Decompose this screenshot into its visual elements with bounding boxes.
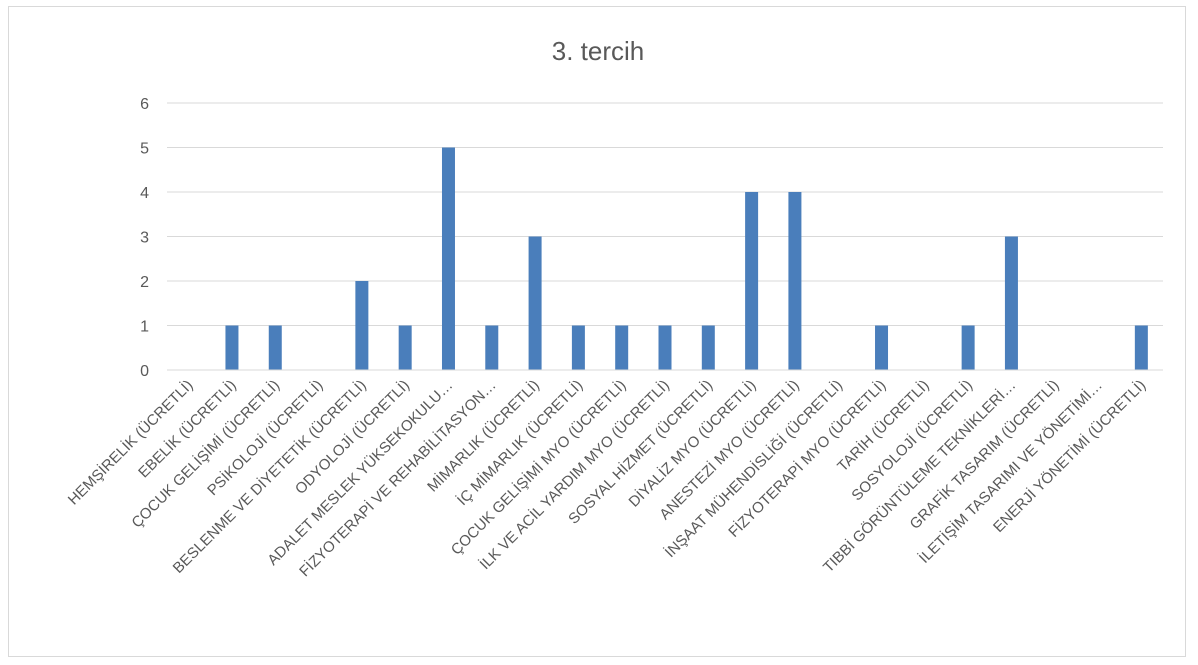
bar	[745, 192, 759, 370]
y-tick-label: 2	[140, 274, 149, 291]
y-tick-label: 4	[140, 185, 149, 202]
y-tick-label: 3	[140, 230, 149, 247]
bar	[1134, 325, 1148, 370]
bar	[961, 325, 975, 370]
bar	[615, 325, 629, 370]
bars	[225, 147, 1148, 370]
bar	[1004, 236, 1018, 370]
x-tick-label: FİZYOTERAPİ VE REHABİLİTASYON…	[296, 376, 500, 580]
x-tick-label: FİZYOTERAPİ MYO (ÜCRETLİ)	[725, 376, 890, 541]
y-tick-label: 5	[140, 141, 149, 158]
bar-chart: 3. tercih 0 1 2 3 4 5 6 HEMŞİRELİK (ÜCRETLİ)EB…	[64, 36, 1163, 580]
bar	[268, 325, 282, 370]
bar	[658, 325, 672, 370]
bar	[701, 325, 715, 370]
bar	[441, 147, 455, 370]
y-tick-label: 1	[140, 319, 149, 336]
gridlines	[167, 102, 1163, 326]
bar	[528, 236, 542, 370]
bar	[875, 325, 889, 370]
bar	[485, 325, 499, 370]
bar	[398, 325, 412, 370]
bar	[355, 281, 369, 370]
bar	[571, 325, 585, 370]
bar	[788, 192, 802, 370]
x-axis-ticks: HEMŞİRELİK (ÜCRETLİ)EBELİK (ÜCRETLİ)ÇOCU…	[64, 376, 1149, 580]
chart-frame: 3. tercih 0 1 2 3 4 5 6 HEMŞİRELİK (ÜCRETLİ) EB…	[8, 6, 1186, 657]
y-tick-label: 0	[140, 363, 149, 380]
bar	[225, 325, 239, 370]
chart-title: 3. tercih	[552, 36, 645, 66]
y-tick-label: 6	[140, 96, 149, 113]
y-axis-ticks: 0 1 2 3 4 5 6	[140, 96, 149, 380]
